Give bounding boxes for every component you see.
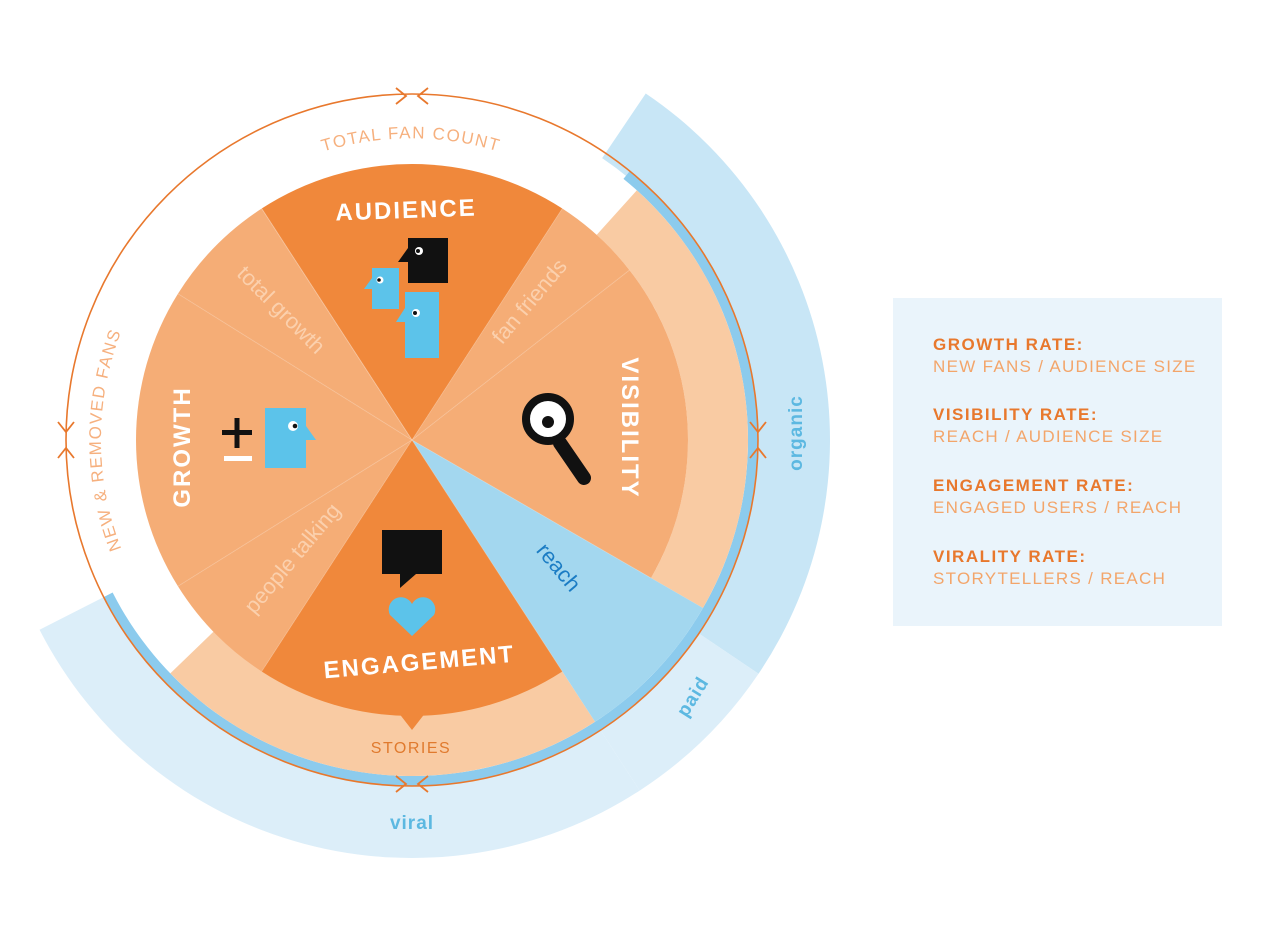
new-removed-fans-label: NEW & REMOVED FANS [86, 326, 125, 554]
fan-friends-sector [412, 208, 630, 440]
organic-band [602, 93, 830, 674]
organic-label: organic [786, 395, 807, 471]
arrow-left-icon [416, 775, 429, 793]
audience-label: AUDIENCE [335, 195, 477, 227]
visibility-label: VISIBILITY [616, 357, 643, 498]
arrow-up-icon [57, 446, 75, 459]
heads-icon [364, 238, 448, 358]
rates-legend: GROWTH RATE: NEW FANS / AUDIENCE SIZE VI… [893, 298, 1222, 626]
viral-band [39, 594, 640, 858]
engagement-rate-item: ENGAGEMENT RATE: ENGAGED USERS / REACH [933, 475, 1182, 519]
stories-pointer [398, 712, 426, 730]
rate-formula: REACH / AUDIENCE SIZE [933, 427, 1164, 446]
arrow-down-icon [749, 421, 767, 434]
total-growth-sector [177, 208, 412, 440]
fan-count-ring [57, 87, 767, 793]
viral-label: viral [390, 813, 434, 834]
rate-formula: ENGAGED USERS / REACH [933, 498, 1183, 517]
virality-rate-item: VIRALITY RATE: STORYTELLERS / REACH [933, 546, 1166, 590]
rate-title: ENGAGEMENT RATE: [933, 476, 1135, 495]
growth-rate-item: GROWTH RATE: NEW FANS / AUDIENCE SIZE [933, 334, 1197, 378]
rate-title: GROWTH RATE: [933, 335, 1084, 354]
total-fan-count-label: TOTAL FAN COUNT [319, 123, 503, 155]
growth-label: GROWTH [169, 386, 196, 507]
sector-divider [177, 293, 413, 441]
sector-divider [411, 439, 563, 672]
social-metrics-wheel: TOTAL FAN COUNT NEW & REMOVED FANS AUDIE… [39, 87, 830, 858]
visibility-rate-item: VISIBILITY RATE: REACH / AUDIENCE SIZE [933, 404, 1163, 448]
arrow-down-icon [57, 421, 75, 434]
rate-formula: STORYTELLERS / REACH [933, 569, 1167, 588]
sector-divider [261, 208, 413, 441]
plus-minus-icon [222, 408, 316, 468]
engagement-sector [261, 440, 563, 716]
arrow-right-icon [395, 87, 408, 105]
people-talking-sector [177, 440, 412, 672]
sector-divider [411, 208, 563, 441]
rate-formula: NEW FANS / AUDIENCE SIZE [933, 357, 1197, 376]
sector-divider [261, 439, 413, 672]
stories-ring [170, 627, 595, 776]
reach-sector [412, 440, 703, 722]
sector-divider [411, 439, 652, 579]
arrow-up-icon [749, 446, 767, 459]
distribution-band [39, 93, 830, 858]
stories-label: STORIES [371, 740, 451, 757]
magnifier-icon [522, 393, 591, 485]
outer-orange-ring [596, 190, 748, 608]
sector-divider [261, 208, 413, 441]
arrow-left-icon [416, 87, 429, 105]
arrow-right-icon [395, 775, 408, 793]
sector-divider [411, 269, 630, 441]
rate-title: VISIBILITY RATE: [933, 405, 1099, 424]
heart-icon [388, 597, 436, 636]
paid-band [597, 630, 759, 791]
sector-divider [177, 439, 413, 587]
rate-title: VIRALITY RATE: [933, 547, 1087, 566]
wheel-rings [103, 171, 759, 787]
speech-bubble-icon [382, 530, 442, 588]
